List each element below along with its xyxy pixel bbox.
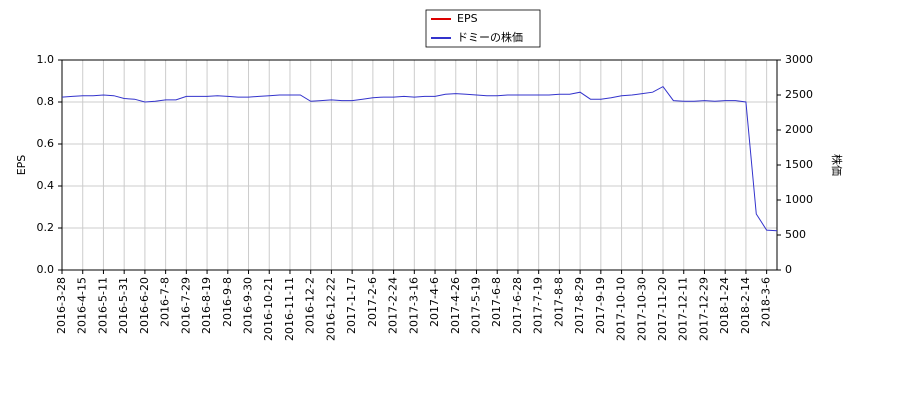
- x-tick-label: 2017-2-6: [366, 277, 379, 327]
- x-tick-label: 2018-2-14: [739, 277, 752, 334]
- x-tick-label: 2017-9-19: [594, 277, 607, 334]
- legend-box: [425, 9, 541, 48]
- x-tick-label: 2017-12-11: [677, 277, 690, 341]
- x-tick-label: 2016-6-20: [138, 277, 151, 334]
- y-tick-label: 0.0: [37, 263, 55, 276]
- x-tick-label: 2016-11-11: [283, 277, 296, 341]
- y2-tick-label: 1000: [785, 193, 813, 206]
- x-tick-label: 2017-10-10: [615, 277, 628, 341]
- y2-tick-label: 0: [785, 263, 792, 276]
- legend-label: EPS: [457, 12, 478, 25]
- x-tick-label: 2017-6-8: [490, 277, 503, 327]
- y-tick-label: 0.2: [37, 221, 55, 234]
- x-tick-label: 2016-7-29: [179, 277, 192, 334]
- x-tick-label: 2017-6-28: [511, 277, 524, 334]
- x-tick-label: 2016-4-15: [76, 277, 89, 334]
- y2-tick-label: 2500: [785, 88, 813, 101]
- y-tick-label: 0.8: [37, 95, 55, 108]
- x-tick-label: 2016-9-8: [221, 277, 234, 327]
- plot-frame: [61, 59, 778, 271]
- x-tick-label: 2017-2-24: [387, 277, 400, 334]
- y2-tick-label: 1500: [785, 158, 813, 171]
- x-tick-label: 2017-4-6: [428, 277, 441, 327]
- y2-axis-label: 株価: [830, 154, 844, 176]
- y2-tick-label: 2000: [785, 123, 813, 136]
- x-tick-label: 2016-5-31: [117, 277, 130, 334]
- legend-label: ドミーの株価: [457, 30, 523, 44]
- series-line: [61, 85, 778, 232]
- y2-tick-label: 3000: [785, 53, 813, 66]
- x-tick-label: 2017-8-8: [552, 277, 565, 327]
- x-tick-label: 2017-10-30: [635, 277, 648, 341]
- x-tick-label: 2017-8-29: [573, 277, 586, 334]
- x-tick-label: 2018-3-6: [760, 277, 773, 327]
- y-tick-label: 1.0: [37, 53, 55, 66]
- x-tick-label: 2016-8-19: [200, 277, 213, 334]
- x-tick-label: 2017-11-20: [656, 277, 669, 341]
- x-tick-label: 2017-1-17: [345, 277, 358, 334]
- x-tick-label: 2016-12-22: [324, 277, 337, 341]
- x-tick-label: 2016-5-11: [96, 277, 109, 334]
- x-tick-label: 2016-12-2: [304, 277, 317, 334]
- x-tick-label: 2018-1-24: [718, 277, 731, 334]
- x-tick-label: 2016-3-28: [55, 277, 68, 334]
- x-tick-label: 2017-5-19: [469, 277, 482, 334]
- y-tick-label: 0.6: [37, 137, 55, 150]
- x-tick-label: 2016-9-30: [242, 277, 255, 334]
- y-tick-label: 0.4: [37, 179, 55, 192]
- y2-tick-label: 500: [785, 228, 806, 241]
- y-axis-label: EPS: [15, 155, 28, 176]
- x-tick-label: 2017-7-19: [532, 277, 545, 334]
- x-tick-label: 2017-4-26: [449, 277, 462, 334]
- x-tick-label: 2016-7-8: [159, 277, 172, 327]
- x-tick-label: 2017-12-29: [697, 277, 710, 341]
- plot-frame: [61, 59, 778, 271]
- x-tick-label: 2017-3-16: [407, 277, 420, 334]
- x-tick-label: 2016-10-21: [262, 277, 275, 341]
